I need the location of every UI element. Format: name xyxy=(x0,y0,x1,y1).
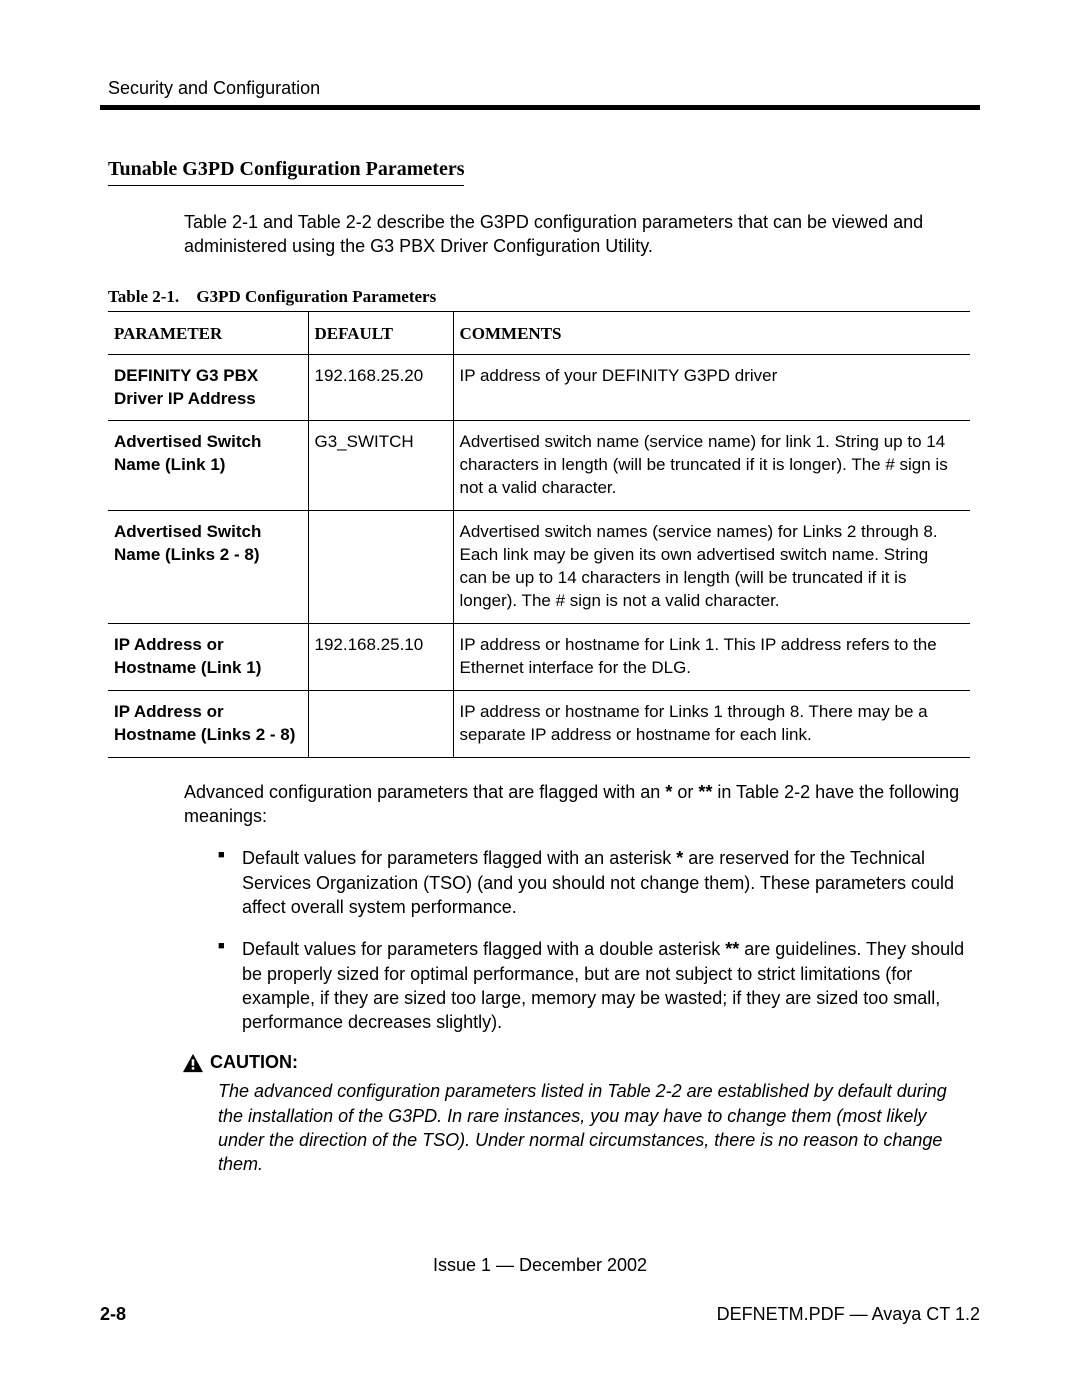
cell-comment: Advertised switch name (service name) fo… xyxy=(453,421,970,511)
footer-doc-id: DEFNETM.PDF — Avaya CT 1.2 xyxy=(717,1304,980,1325)
table-caption-label: Table 2-1. xyxy=(108,287,179,306)
cell-default xyxy=(308,690,453,757)
asterisk-double: ** xyxy=(698,782,712,802)
bullet-text-a: Default values for parameters flagged wi… xyxy=(242,939,725,959)
table-row: Advertised Switch Name (Link 1) G3_SWITC… xyxy=(108,421,970,511)
footer-issue: Issue 1 — December 2002 xyxy=(100,1255,980,1276)
cell-comment: IP address or hostname for Links 1 throu… xyxy=(453,690,970,757)
cell-default: 192.168.25.10 xyxy=(308,624,453,691)
table-row: Advertised Switch Name (Links 2 - 8) Adv… xyxy=(108,511,970,624)
after-table-paragraph: Advanced configuration parameters that a… xyxy=(184,780,970,829)
caution-block: CAUTION: The advanced configuration para… xyxy=(218,1052,970,1176)
cell-comment: IP address or hostname for Link 1. This … xyxy=(453,624,970,691)
cell-default: 192.168.25.20 xyxy=(308,354,453,421)
list-item: Default values for parameters flagged wi… xyxy=(218,846,970,919)
bullet-text-a: Default values for parameters flagged wi… xyxy=(242,848,676,868)
table-row: IP Address or Hostname (Links 2 - 8) IP … xyxy=(108,690,970,757)
params-table: PARAMETER DEFAULT COMMENTS DEFINITY G3 P… xyxy=(108,312,970,758)
bullet-list: Default values for parameters flagged wi… xyxy=(218,846,970,1034)
cell-comment: Advertised switch names (service names) … xyxy=(453,511,970,624)
table-caption-title-text: G3PD Configuration Parameters xyxy=(196,287,436,306)
intro-paragraph: Table 2-1 and Table 2-2 describe the G3P… xyxy=(184,210,970,259)
list-item: Default values for parameters flagged wi… xyxy=(218,937,970,1034)
cell-param: DEFINITY G3 PBX Driver IP Address xyxy=(108,354,308,421)
caution-label: CAUTION: xyxy=(210,1052,298,1073)
cell-default: G3_SWITCH xyxy=(308,421,453,511)
page: Security and Configuration Tunable G3PD … xyxy=(0,0,1080,1217)
col-header-comments: COMMENTS xyxy=(453,312,970,355)
col-header-default: DEFAULT xyxy=(308,312,453,355)
table-row: IP Address or Hostname (Link 1) 192.168.… xyxy=(108,624,970,691)
cell-param: Advertised Switch Name (Links 2 - 8) xyxy=(108,511,308,624)
page-footer: Issue 1 — December 2002 2-8 DEFNETM.PDF … xyxy=(100,1255,980,1325)
after-text-a: Advanced configuration parameters that a… xyxy=(184,782,665,802)
after-text-b: or xyxy=(672,782,698,802)
table-header-row: PARAMETER DEFAULT COMMENTS xyxy=(108,312,970,355)
table-caption-title xyxy=(184,287,197,306)
col-header-parameter: PARAMETER xyxy=(108,312,308,355)
table-caption: Table 2-1. G3PD Configuration Parameters xyxy=(108,287,970,312)
header-rule xyxy=(100,105,980,110)
table-row: DEFINITY G3 PBX Driver IP Address 192.16… xyxy=(108,354,970,421)
asterisk-double: ** xyxy=(725,939,739,959)
cell-param: Advertised Switch Name (Link 1) xyxy=(108,421,308,511)
cell-comment: IP address of your DEFINITY G3PD driver xyxy=(453,354,970,421)
warning-icon xyxy=(182,1053,204,1073)
section-title: Tunable G3PD Configuration Parameters xyxy=(108,158,464,186)
footer-page-number: 2-8 xyxy=(100,1304,126,1325)
cell-default xyxy=(308,511,453,624)
caution-heading: CAUTION: xyxy=(182,1052,970,1073)
cell-param: IP Address or Hostname (Link 1) xyxy=(108,624,308,691)
cell-param: IP Address or Hostname (Links 2 - 8) xyxy=(108,690,308,757)
running-header: Security and Configuration xyxy=(100,78,980,99)
caution-body: The advanced configuration parameters li… xyxy=(218,1079,970,1176)
